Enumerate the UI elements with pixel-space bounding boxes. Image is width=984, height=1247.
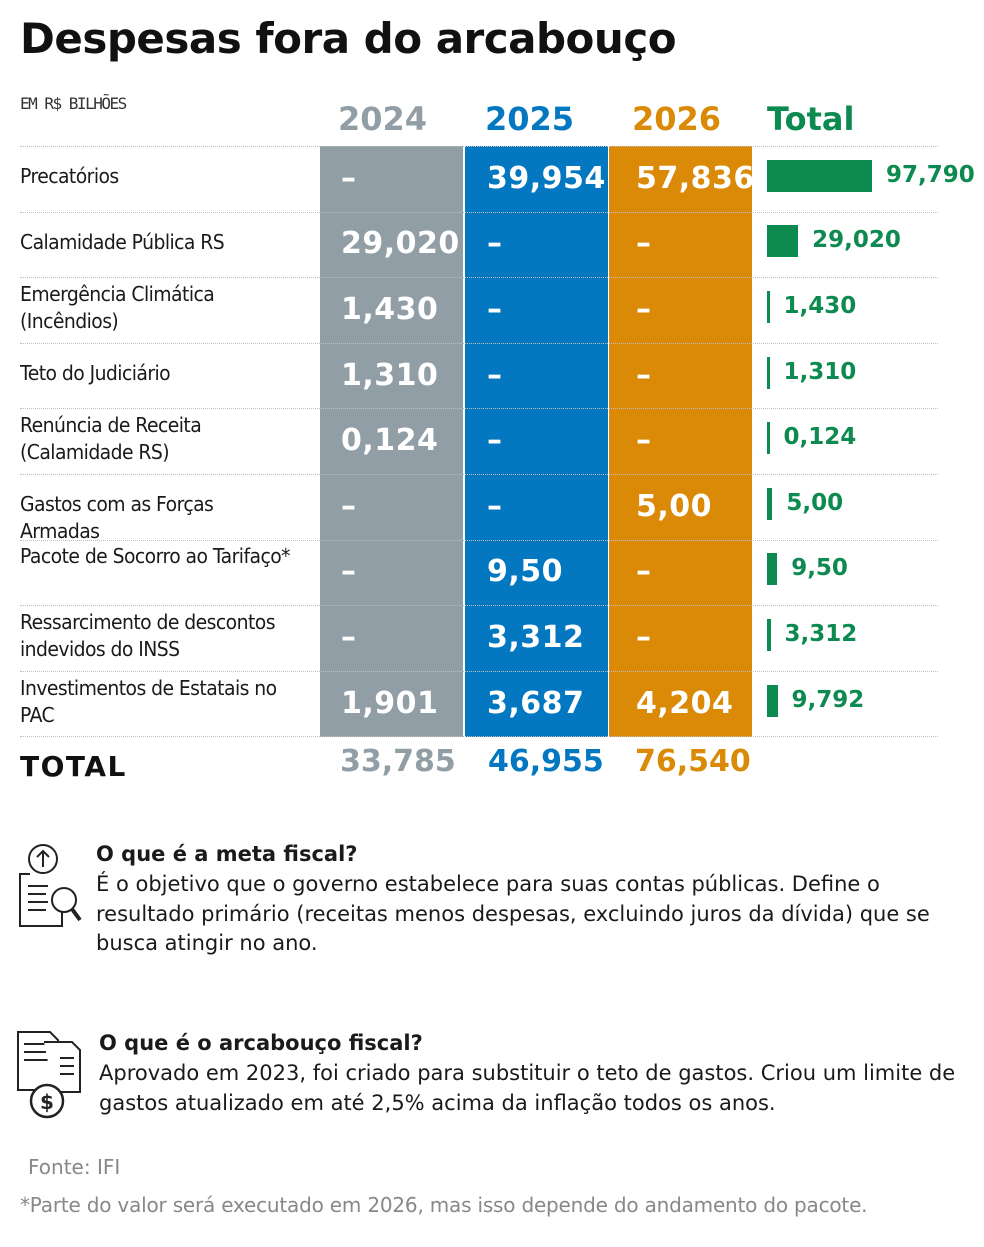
header-2026: 2026 xyxy=(632,100,722,138)
column-2024-background xyxy=(320,146,463,737)
cell-2024: – xyxy=(341,160,357,196)
info-meta-fiscal-text: É o objetivo que o governo estabelece pa… xyxy=(96,872,930,955)
cell-2026: – xyxy=(636,226,652,262)
cell-2024: 1,901 xyxy=(341,685,439,721)
info-arcabouco-text: Aprovado em 2023, foi criado para substi… xyxy=(99,1061,956,1115)
row-separator xyxy=(20,539,938,541)
total-value: 1,430 xyxy=(783,293,857,319)
row-separator xyxy=(20,670,938,672)
info-meta-fiscal-title: O que é a meta fiscal? xyxy=(96,842,358,866)
column-total-2026: 76,540 xyxy=(635,744,751,779)
cell-2024: 1,430 xyxy=(341,292,439,327)
cell-2024: – xyxy=(341,620,357,655)
column-2026-background xyxy=(609,146,752,737)
cell-2025: – xyxy=(487,226,503,262)
total-value: 9,50 xyxy=(791,555,848,582)
cell-2025: 9,50 xyxy=(487,554,564,590)
row-label: Gastos com as Forças Armadas xyxy=(20,492,214,544)
cell-2024: 1,310 xyxy=(341,357,439,393)
unit-label: EM R$ BILHÕES xyxy=(20,94,127,113)
cell-2024: 29,020 xyxy=(341,226,460,262)
cell-2025: – xyxy=(487,488,503,524)
cell-2026: – xyxy=(636,292,652,327)
cell-2024: – xyxy=(341,488,357,524)
row-separator xyxy=(20,408,938,410)
row-separator xyxy=(20,342,938,344)
cell-2025: 39,954 xyxy=(487,160,606,196)
cell-2026: 4,204 xyxy=(636,685,734,721)
row-label: Emergência Climática (Incêndios) xyxy=(20,282,215,333)
row-label: Calamidade Pública RS xyxy=(20,229,225,254)
cell-2026: – xyxy=(636,620,652,655)
row-label: Precatórios xyxy=(20,164,119,189)
total-value: 29,020 xyxy=(812,227,901,254)
document-search-icon xyxy=(19,844,82,927)
cell-2025: – xyxy=(487,423,503,459)
cell-2024: – xyxy=(341,554,357,590)
row-separator xyxy=(20,146,938,147)
page-title: Despesas fora do arcabouço xyxy=(20,14,677,63)
row-label: Investimentos de Estatais no PAC xyxy=(20,675,277,727)
total-bar xyxy=(767,159,872,192)
total-bar xyxy=(767,619,771,651)
total-value: 5,00 xyxy=(786,489,844,516)
cell-2026: – xyxy=(636,423,652,459)
header-total: Total xyxy=(767,100,855,138)
cell-2026: – xyxy=(636,357,652,393)
total-value: 3,312 xyxy=(784,621,858,647)
total-value: 97,790 xyxy=(886,161,975,188)
total-value: 9,792 xyxy=(791,686,865,713)
info-arcabouco-title: O que é o arcabouço fiscal? xyxy=(99,1031,423,1055)
row-label: Teto do Judiciário xyxy=(20,361,171,386)
total-bar xyxy=(767,487,773,520)
total-bar xyxy=(767,356,770,389)
row-label: Ressarcimento de descontos indevidos do … xyxy=(20,610,276,661)
total-bar xyxy=(767,422,770,455)
total-value: 0,124 xyxy=(783,424,857,451)
source: Fonte: IFI xyxy=(28,1155,121,1179)
cell-2026: 5,00 xyxy=(636,488,713,524)
total-bar xyxy=(767,225,799,258)
row-label: Pacote de Socorro ao Tarifaço* xyxy=(20,544,291,569)
header-2024: 2024 xyxy=(338,100,428,138)
total-label: TOTAL xyxy=(20,750,127,783)
documents-dollar-icon: $ xyxy=(17,1031,81,1119)
footnote: *Parte do valor será executado em 2026, … xyxy=(20,1193,868,1217)
row-separator xyxy=(20,605,938,607)
row-separator xyxy=(20,736,938,738)
total-bar xyxy=(767,684,778,717)
row-separator xyxy=(20,211,938,213)
cell-2025: 3,312 xyxy=(487,620,585,655)
total-bar xyxy=(767,553,778,586)
cell-2024: 0,124 xyxy=(341,423,439,459)
column-total-2025: 46,955 xyxy=(488,744,604,779)
svg-text:$: $ xyxy=(40,1090,54,1114)
cell-2026: 57,836 xyxy=(636,160,755,196)
row-separator xyxy=(20,474,938,475)
cell-2026: – xyxy=(636,554,652,590)
column-2025-background xyxy=(465,146,608,737)
cell-2025: 3,687 xyxy=(487,685,585,721)
row-separator xyxy=(20,277,938,279)
column-total-2024: 33,785 xyxy=(340,744,456,779)
cell-2025: – xyxy=(487,292,503,327)
total-bar xyxy=(767,291,770,323)
header-2025: 2025 xyxy=(485,100,575,138)
row-label: Renúncia de Receita (Calamidade RS) xyxy=(20,413,202,465)
total-value: 1,310 xyxy=(783,358,857,385)
cell-2025: – xyxy=(487,357,503,393)
